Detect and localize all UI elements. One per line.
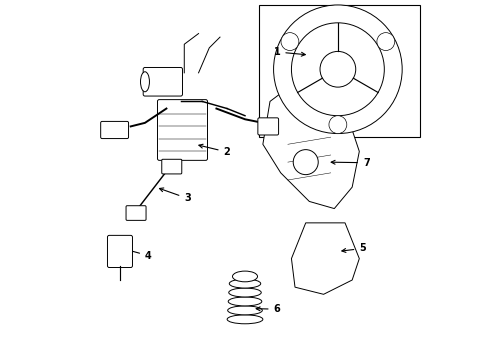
FancyBboxPatch shape (162, 159, 182, 174)
Polygon shape (292, 223, 359, 294)
Circle shape (293, 150, 318, 175)
Circle shape (320, 51, 356, 87)
FancyBboxPatch shape (107, 235, 132, 267)
FancyBboxPatch shape (143, 67, 182, 96)
Ellipse shape (232, 271, 258, 282)
Ellipse shape (229, 279, 261, 288)
FancyBboxPatch shape (157, 100, 207, 160)
FancyBboxPatch shape (100, 121, 128, 139)
Ellipse shape (228, 306, 262, 315)
Polygon shape (263, 80, 359, 208)
FancyBboxPatch shape (126, 206, 146, 220)
Text: 3: 3 (159, 188, 191, 203)
Text: 5: 5 (342, 243, 366, 253)
Circle shape (281, 33, 299, 50)
Text: 7: 7 (331, 158, 369, 168)
Text: 4: 4 (124, 248, 152, 261)
Bar (259, 5, 420, 137)
Circle shape (329, 116, 347, 134)
Text: 6: 6 (256, 304, 280, 314)
Text: 2: 2 (199, 144, 230, 157)
Text: 1: 1 (273, 47, 305, 57)
Circle shape (292, 23, 384, 116)
Circle shape (273, 5, 402, 134)
FancyBboxPatch shape (258, 118, 279, 135)
Ellipse shape (229, 288, 261, 297)
Ellipse shape (227, 315, 263, 324)
Ellipse shape (228, 297, 262, 306)
Circle shape (377, 33, 395, 50)
Ellipse shape (141, 72, 149, 92)
